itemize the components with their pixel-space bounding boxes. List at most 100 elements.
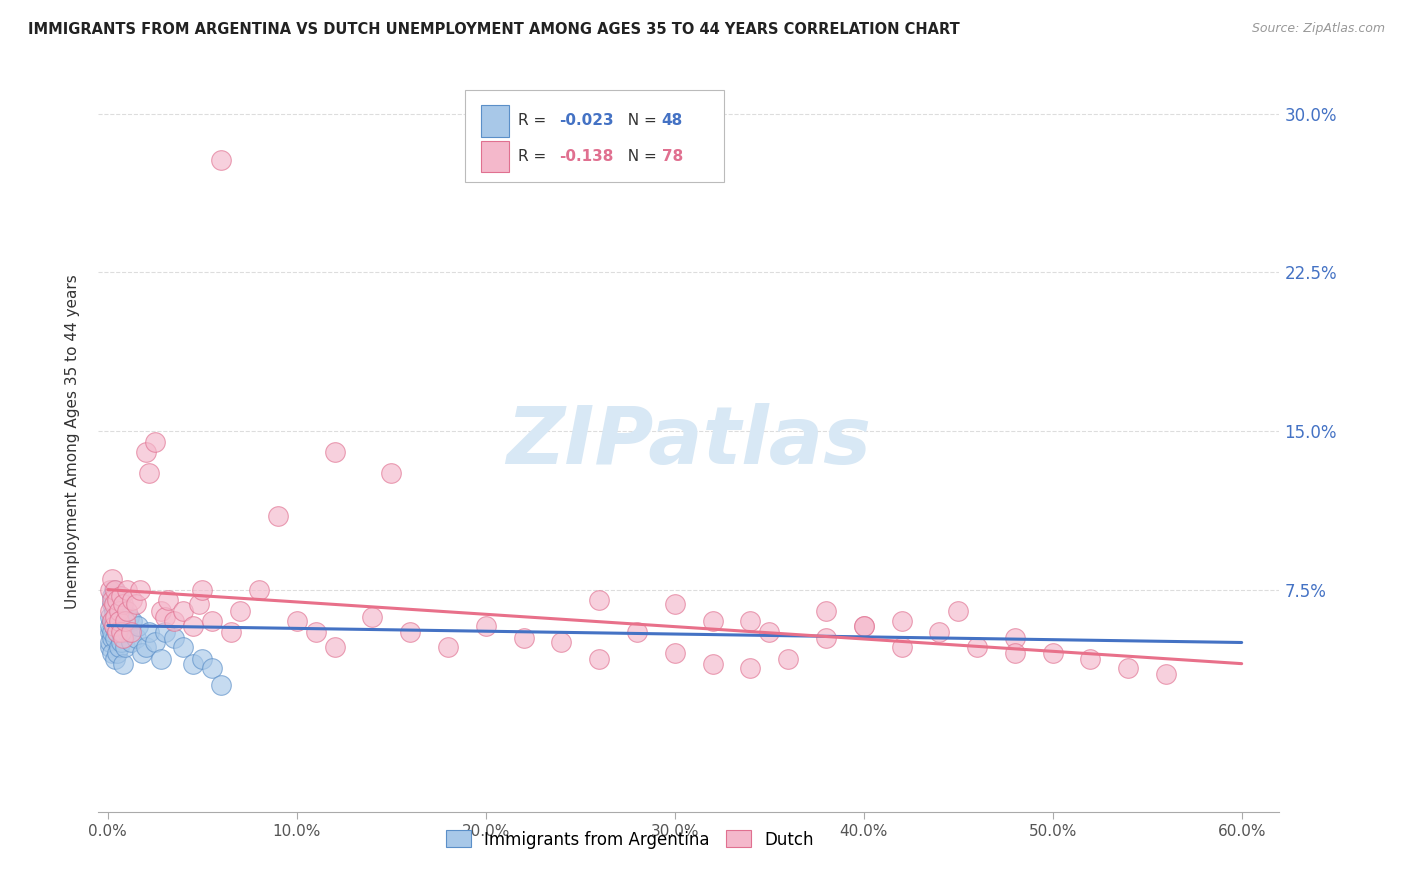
- Point: [105, 646, 128, 660]
- Point: [1116, 661, 1139, 675]
- Point: [588, 652, 610, 666]
- Point: [1004, 646, 1026, 660]
- FancyBboxPatch shape: [481, 141, 509, 172]
- Point: [108, 589, 131, 603]
- Point: [740, 661, 762, 675]
- Point: [323, 640, 346, 654]
- Point: [111, 632, 134, 646]
- Point: [758, 624, 780, 639]
- Point: [852, 618, 875, 632]
- Point: [1154, 667, 1177, 681]
- Point: [104, 593, 127, 607]
- Point: [323, 445, 346, 459]
- Point: [143, 434, 166, 449]
- Point: [890, 615, 912, 629]
- Point: [187, 598, 209, 612]
- Point: [852, 618, 875, 632]
- FancyBboxPatch shape: [464, 90, 724, 183]
- Point: [172, 604, 194, 618]
- Point: [814, 632, 837, 646]
- Text: 78: 78: [662, 149, 683, 164]
- Point: [98, 610, 121, 624]
- Point: [437, 640, 460, 654]
- Text: IMMIGRANTS FROM ARGENTINA VS DUTCH UNEMPLOYMENT AMONG AGES 35 TO 44 YEARS CORREL: IMMIGRANTS FROM ARGENTINA VS DUTCH UNEMP…: [28, 22, 960, 37]
- Point: [108, 618, 131, 632]
- Point: [209, 153, 232, 168]
- Point: [1042, 646, 1064, 660]
- Point: [201, 661, 224, 675]
- Text: R =: R =: [517, 149, 551, 164]
- Point: [114, 640, 136, 654]
- Text: ZIPatlas: ZIPatlas: [506, 402, 872, 481]
- Point: [110, 610, 132, 624]
- Point: [131, 646, 153, 660]
- Point: [100, 572, 122, 586]
- Point: [115, 604, 138, 618]
- Point: [105, 615, 128, 629]
- Point: [305, 624, 328, 639]
- Point: [100, 598, 122, 612]
- Point: [588, 593, 610, 607]
- Point: [143, 635, 166, 649]
- Point: [121, 593, 143, 607]
- Point: [111, 598, 134, 612]
- Point: [153, 610, 176, 624]
- Point: [108, 604, 131, 618]
- Point: [103, 582, 125, 597]
- Point: [98, 604, 121, 618]
- Point: [138, 467, 160, 481]
- Point: [149, 652, 172, 666]
- Point: [209, 678, 232, 692]
- Point: [928, 624, 950, 639]
- Point: [100, 593, 122, 607]
- Point: [247, 582, 270, 597]
- Point: [103, 618, 125, 632]
- Point: [103, 604, 125, 618]
- Point: [740, 615, 762, 629]
- Text: R =: R =: [517, 113, 551, 128]
- Point: [399, 624, 422, 639]
- FancyBboxPatch shape: [481, 105, 509, 136]
- Point: [111, 624, 134, 639]
- Point: [626, 624, 648, 639]
- Point: [664, 646, 686, 660]
- Point: [1080, 652, 1102, 666]
- Point: [702, 657, 724, 671]
- Point: [778, 652, 800, 666]
- Point: [110, 589, 132, 603]
- Point: [135, 640, 157, 654]
- Text: -0.023: -0.023: [560, 113, 613, 128]
- Point: [125, 598, 148, 612]
- Point: [267, 508, 290, 523]
- Point: [475, 618, 498, 632]
- Point: [163, 632, 186, 646]
- Point: [550, 635, 572, 649]
- Point: [100, 589, 122, 603]
- Point: [890, 640, 912, 654]
- Point: [108, 640, 131, 654]
- Point: [129, 582, 152, 597]
- Point: [115, 624, 138, 639]
- Point: [110, 635, 132, 649]
- Point: [104, 632, 127, 646]
- Point: [98, 635, 121, 649]
- Point: [285, 615, 308, 629]
- Point: [135, 445, 157, 459]
- Point: [110, 624, 132, 639]
- Point: [814, 604, 837, 618]
- Point: [100, 615, 122, 629]
- Point: [120, 624, 142, 639]
- Point: [100, 632, 122, 646]
- Point: [111, 657, 134, 671]
- Point: [105, 624, 128, 639]
- Point: [108, 615, 131, 629]
- Point: [191, 652, 214, 666]
- Point: [104, 610, 127, 624]
- Point: [120, 635, 142, 649]
- Point: [100, 646, 122, 660]
- Point: [105, 593, 128, 607]
- Point: [219, 624, 242, 639]
- Point: [100, 615, 122, 629]
- Point: [98, 624, 121, 639]
- Point: [1004, 632, 1026, 646]
